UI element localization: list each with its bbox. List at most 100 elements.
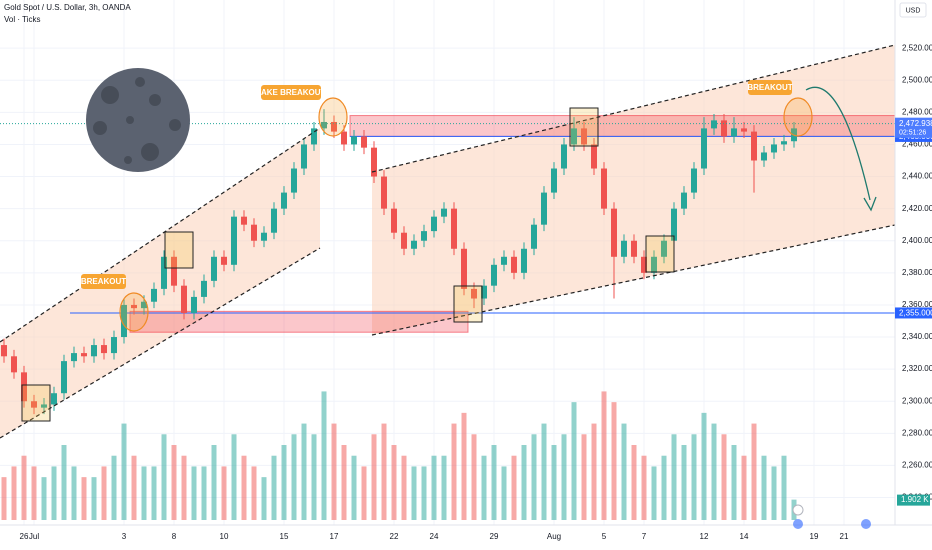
volume-bar bbox=[151, 466, 157, 520]
box bbox=[645, 235, 675, 273]
volume-bar bbox=[551, 445, 557, 520]
volume-bar bbox=[321, 391, 327, 520]
candle-body bbox=[511, 256, 517, 273]
x-tick-label: 7 bbox=[642, 532, 647, 541]
x-tick-label: 12 bbox=[700, 532, 709, 541]
currency-button[interactable] bbox=[899, 2, 927, 18]
channel-line bbox=[0, 247, 321, 439]
volume-bar bbox=[681, 445, 687, 520]
volume-bar bbox=[731, 445, 737, 520]
candle-body bbox=[421, 231, 427, 241]
candle-body bbox=[721, 120, 727, 137]
candle-body bbox=[601, 168, 607, 209]
candle-body bbox=[621, 240, 627, 257]
candle-body bbox=[71, 353, 77, 362]
candle-body bbox=[321, 121, 327, 129]
candle-body bbox=[261, 232, 267, 241]
candle-body bbox=[471, 288, 477, 299]
zone bbox=[129, 310, 469, 333]
candle-body bbox=[741, 128, 747, 132]
candle-body bbox=[291, 168, 297, 193]
y-tick-label: 2,300.000 bbox=[902, 396, 932, 405]
channel-line bbox=[371, 224, 896, 336]
boxes bbox=[21, 107, 675, 422]
y-tick-label: 2,320.000 bbox=[902, 364, 932, 373]
box bbox=[164, 231, 194, 269]
annotation: FAKE BREAKOUT bbox=[257, 88, 326, 97]
volume-bar bbox=[331, 423, 337, 520]
volume-bar bbox=[461, 412, 467, 520]
candle-body bbox=[81, 353, 87, 357]
candle-body bbox=[11, 356, 17, 373]
volume-bar bbox=[21, 455, 27, 520]
volume-bar bbox=[181, 455, 187, 520]
volume-bar bbox=[501, 466, 507, 520]
volume-label: Vol · Ticks bbox=[4, 15, 40, 24]
volume-bar bbox=[491, 445, 497, 520]
candle-body bbox=[51, 393, 57, 405]
candle-body bbox=[361, 136, 367, 148]
badge bbox=[748, 80, 792, 95]
volume-bar bbox=[211, 445, 217, 520]
volume-bar bbox=[641, 455, 647, 520]
volume-bar bbox=[751, 423, 757, 520]
volume-bar bbox=[631, 445, 637, 520]
flag-icon[interactable] bbox=[861, 519, 871, 529]
volume-tag bbox=[897, 494, 930, 506]
volume-bar bbox=[771, 466, 777, 520]
x-tick-label: 17 bbox=[330, 532, 339, 541]
candle-body bbox=[481, 285, 487, 299]
axes: 2,240.0002,260.0002,280.0002,300.0002,32… bbox=[20, 43, 932, 541]
volume-bar bbox=[721, 434, 727, 520]
currency[interactable]: USD bbox=[906, 7, 921, 14]
candle-body bbox=[761, 152, 767, 161]
x-tick-label: 5 bbox=[602, 532, 607, 541]
volume-bar bbox=[171, 445, 177, 520]
y-tick-label: 2,260.000 bbox=[902, 461, 932, 470]
icon[interactable] bbox=[792, 504, 804, 516]
volume-bar bbox=[671, 434, 677, 520]
candle-body bbox=[311, 128, 317, 145]
volume-bar bbox=[651, 466, 657, 520]
volume-bar bbox=[401, 455, 407, 520]
volume-bar bbox=[531, 434, 537, 520]
volume-bar bbox=[201, 466, 207, 520]
volume-bar bbox=[421, 466, 427, 520]
x-tick-label: 24 bbox=[430, 532, 439, 541]
candle-body bbox=[221, 256, 227, 265]
price-axis bbox=[895, 0, 932, 550]
flag-icon[interactable] bbox=[793, 519, 803, 529]
candle-body bbox=[351, 136, 357, 145]
volume-bar bbox=[241, 455, 247, 520]
candle-body bbox=[101, 345, 107, 354]
candle-body bbox=[411, 240, 417, 249]
y-tick-label: 2,400.000 bbox=[902, 236, 932, 245]
candle-body bbox=[141, 301, 147, 309]
y-tick-label: 2,480.000 bbox=[902, 107, 932, 116]
candle-body bbox=[781, 141, 787, 145]
x-tick-label: 10 bbox=[220, 532, 229, 541]
volume-bar bbox=[361, 466, 367, 520]
moon-icon bbox=[86, 68, 190, 172]
y-tick-label: 2,460.000 bbox=[902, 140, 932, 149]
volume-bar bbox=[541, 423, 547, 520]
x-tick-label: 15 bbox=[280, 532, 289, 541]
candle-body bbox=[301, 144, 307, 169]
channel-line bbox=[0, 127, 321, 343]
y-tick-label: 2,520.000 bbox=[902, 43, 932, 52]
volume-bar bbox=[111, 455, 117, 520]
volume bbox=[1, 391, 797, 520]
annotations: FAKE BREAKOUT BREAKOUT BREAKOUT bbox=[81, 80, 793, 289]
candle-body bbox=[181, 285, 187, 313]
volume-bar bbox=[131, 455, 137, 520]
candle-body bbox=[241, 216, 247, 225]
candle-body bbox=[111, 337, 117, 354]
candle-body bbox=[521, 248, 527, 273]
box bbox=[569, 107, 599, 147]
candle-body bbox=[231, 216, 237, 265]
box bbox=[21, 384, 51, 422]
candle-body bbox=[151, 288, 157, 302]
chart-title: Gold Spot / U.S. Dollar, 3h, OANDA bbox=[4, 3, 131, 12]
candle-body bbox=[271, 208, 277, 233]
